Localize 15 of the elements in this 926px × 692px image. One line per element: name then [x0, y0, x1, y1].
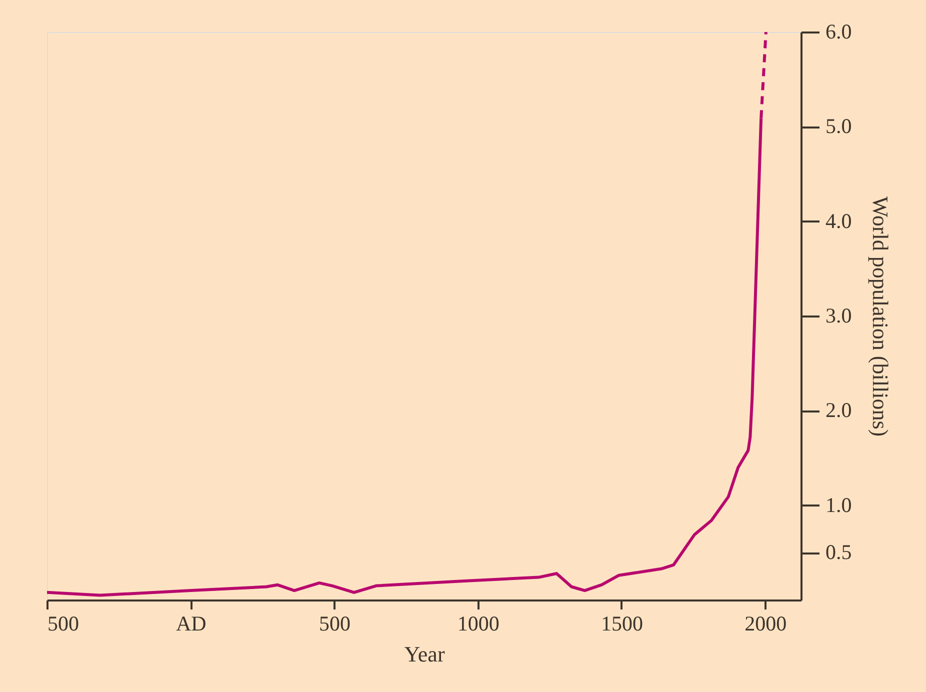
- y-tick-label: 4.0: [826, 208, 852, 233]
- y-tick-label: 2.0: [826, 398, 852, 422]
- y-tick-label: 5.0: [826, 114, 852, 138]
- y-tick-label: 1.0: [826, 492, 852, 517]
- x-tick-label: 2000: [744, 612, 787, 636]
- x-tick-label: 1500: [600, 612, 643, 636]
- x-tick-label: 500: [318, 612, 350, 636]
- y-tick-label: 6.0: [826, 20, 852, 44]
- x-tick-label: AD: [176, 612, 206, 636]
- y-tick-label: 3.0: [826, 304, 852, 328]
- y-tick-label: 0.5: [826, 540, 852, 564]
- y-axis-title: World population (billions): [868, 196, 893, 437]
- x-axis-title: Year: [404, 642, 446, 666]
- x-tick-label: 1000: [457, 612, 500, 636]
- x-tick-label: 500: [48, 612, 79, 636]
